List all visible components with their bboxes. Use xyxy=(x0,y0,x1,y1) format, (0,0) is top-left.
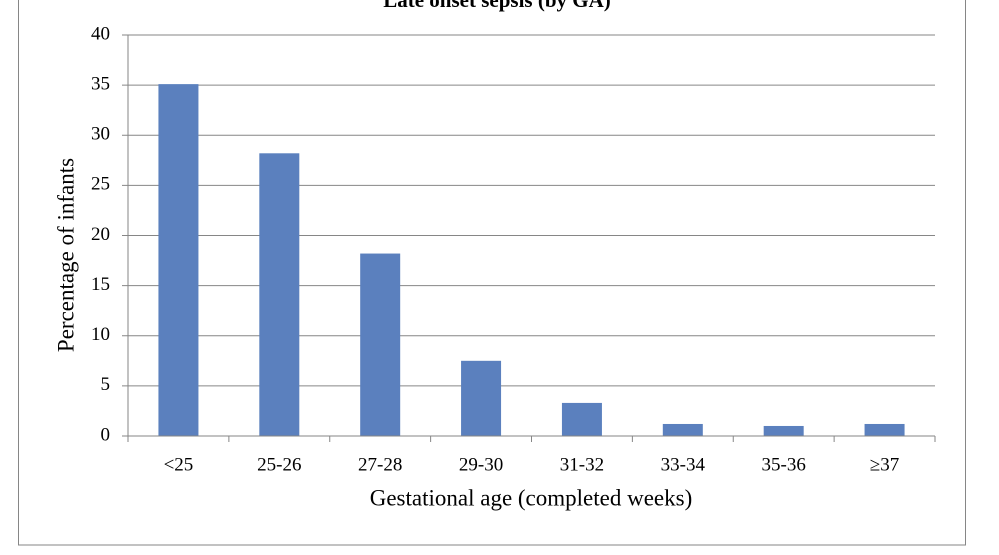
y-axis-title: Percentage of infants xyxy=(53,158,78,352)
bar xyxy=(158,84,199,436)
y-tick-label: 10 xyxy=(91,324,110,345)
bar xyxy=(360,253,401,436)
y-tick-label: 20 xyxy=(91,224,110,245)
x-axis-title: Gestational age (completed weeks) xyxy=(370,485,693,510)
bar xyxy=(561,402,602,436)
x-tick-label: 31-32 xyxy=(560,454,604,475)
y-tick-label: 15 xyxy=(91,274,110,295)
y-tick-label: 25 xyxy=(91,174,110,195)
y-tick-label: 35 xyxy=(91,73,110,94)
bar xyxy=(864,423,905,436)
y-tick-label: 5 xyxy=(101,374,111,395)
chart-title: Late onset sepsis (by GA) xyxy=(383,0,611,12)
y-tick-label: 0 xyxy=(101,424,111,445)
x-tick-label: <25 xyxy=(164,454,194,475)
x-tick-label: 33-34 xyxy=(661,454,706,475)
x-tick-label: ≥37 xyxy=(870,454,899,475)
bar xyxy=(461,360,502,436)
x-tick-label: 27-28 xyxy=(358,454,402,475)
y-tick-label: 40 xyxy=(91,23,110,44)
bar xyxy=(763,425,804,436)
bar xyxy=(259,153,300,437)
x-tick-label: 29-30 xyxy=(459,454,503,475)
chart-border xyxy=(18,0,966,546)
x-tick-label: 35-36 xyxy=(762,454,806,475)
y-tick-label: 30 xyxy=(91,124,110,145)
bar xyxy=(662,423,703,436)
x-tick-label: 25-26 xyxy=(257,454,301,475)
